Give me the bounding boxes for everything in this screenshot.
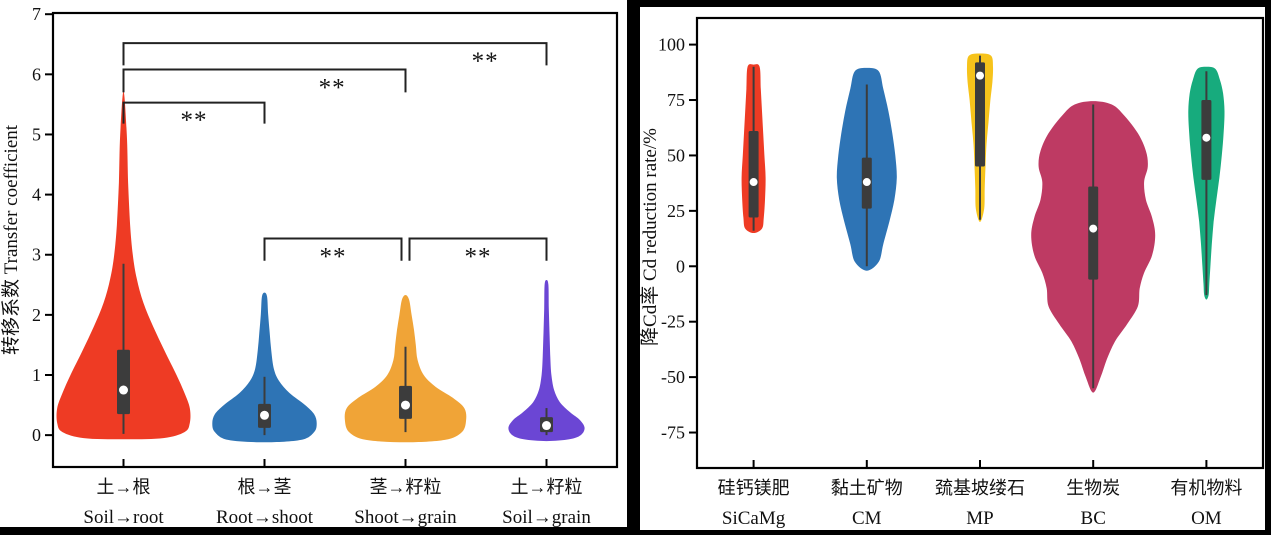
left-panel-bottom-frame (0, 527, 631, 535)
median-dot-OM (1202, 133, 1211, 142)
y-tick-label: 5 (32, 124, 41, 144)
category-label-en: CM (852, 508, 882, 529)
category-label-zh: 土→籽粒 (511, 477, 583, 497)
median-dot-Shoot→grain (401, 400, 410, 410)
median-dot-Soil→root (119, 385, 128, 395)
significance-label: ** (319, 74, 346, 101)
y-tick-label: -50 (661, 367, 685, 387)
category-label-en: SiCaMg (722, 508, 786, 529)
category-label-en: BC (1081, 508, 1106, 529)
significance-label: ** (181, 107, 208, 134)
violin-Soil→grain (508, 280, 585, 442)
category-label-en: Soil→root (83, 507, 164, 527)
y-tick-label: 0 (32, 425, 41, 445)
cd-reduction-panel: 降Cd率 Cd reduction rate/% -75 -50 -25 0 25 50 7… (640, 7, 1265, 530)
significance-bracket (122, 68, 407, 93)
median-dot-BC (1089, 224, 1098, 233)
y-tick-label: -75 (661, 423, 685, 443)
category-label-zh: 根→茎 (238, 477, 292, 497)
significance-label: ** (465, 243, 492, 270)
category-label-en: Shoot→grain (354, 507, 457, 527)
category-label-zh: 土→根 (97, 477, 151, 497)
y-tick-label: 4 (32, 185, 41, 205)
category-label-en: OM (1191, 508, 1222, 529)
right-chart-svg: 降Cd率 Cd reduction rate/% -75 -50 -25 0 25 50 7… (640, 16, 1265, 529)
significance-bracket (122, 101, 266, 124)
y-tick-label: 100 (658, 35, 685, 55)
category-label-en: Soil→grain (502, 507, 591, 527)
iqr-box-Soil→root (117, 349, 130, 415)
iqr-box-MP (975, 62, 985, 167)
y-tick-label: 6 (32, 64, 41, 84)
significance-bracket (122, 42, 548, 66)
median-dot-Soil→grain (542, 421, 551, 431)
y-tick-label: 2 (32, 305, 41, 325)
significance-bracket (263, 237, 403, 261)
median-dot-SiCaMg (749, 178, 758, 187)
iqr-box-BC (1088, 186, 1099, 280)
y-tick-label: 25 (667, 201, 685, 221)
y-tick-label: 1 (32, 365, 41, 385)
median-dot-Root→shoot (260, 410, 269, 420)
y-tick-label: 0 (676, 256, 685, 276)
right-panel-frame: 降Cd率 Cd reduction rate/% -75 -50 -25 0 25 50 7… (627, 0, 1271, 535)
left-y-axis-title: 转移系数 Transfer coefficient (0, 124, 22, 355)
category-label-zh: 生物炭 (1066, 478, 1120, 498)
iqr-box-SiCaMg (748, 131, 759, 218)
category-label-zh: 茎→籽粒 (370, 477, 442, 497)
transfer-coefficient-panel: 转移系数 Transfer coefficient 0 1 2 3 4 5 6 7 土→根 Soi… (0, 0, 627, 527)
category-label-zh: 巯基坡缕石 (935, 478, 1025, 498)
median-dot-CM (862, 178, 871, 187)
right-y-axis-title: 降Cd率 Cd reduction rate/% (640, 128, 661, 346)
median-dot-MP (976, 71, 984, 80)
category-label-zh: 有机物料 (1170, 478, 1242, 498)
significance-label: ** (472, 48, 499, 75)
significance-label: ** (320, 243, 347, 270)
violin-Root→shoot (212, 292, 317, 443)
category-label-en: MP (966, 508, 993, 529)
category-label-en: Root→shoot (216, 507, 314, 527)
y-tick-label: 7 (32, 4, 41, 24)
significance-bracket (408, 237, 548, 261)
y-tick-label: 75 (667, 90, 685, 110)
y-tick-label: 50 (667, 145, 685, 165)
left-chart-svg: 转移系数 Transfer coefficient 0 1 2 3 4 5 6 7 土→根 Soi… (0, 4, 619, 527)
category-label-zh: 硅钙镁肥 (718, 478, 790, 498)
plot-frame (51, 11, 619, 469)
category-label-zh: 黏土矿物 (831, 478, 903, 498)
y-tick-label: 3 (32, 245, 41, 265)
y-tick-label: -25 (661, 312, 685, 332)
